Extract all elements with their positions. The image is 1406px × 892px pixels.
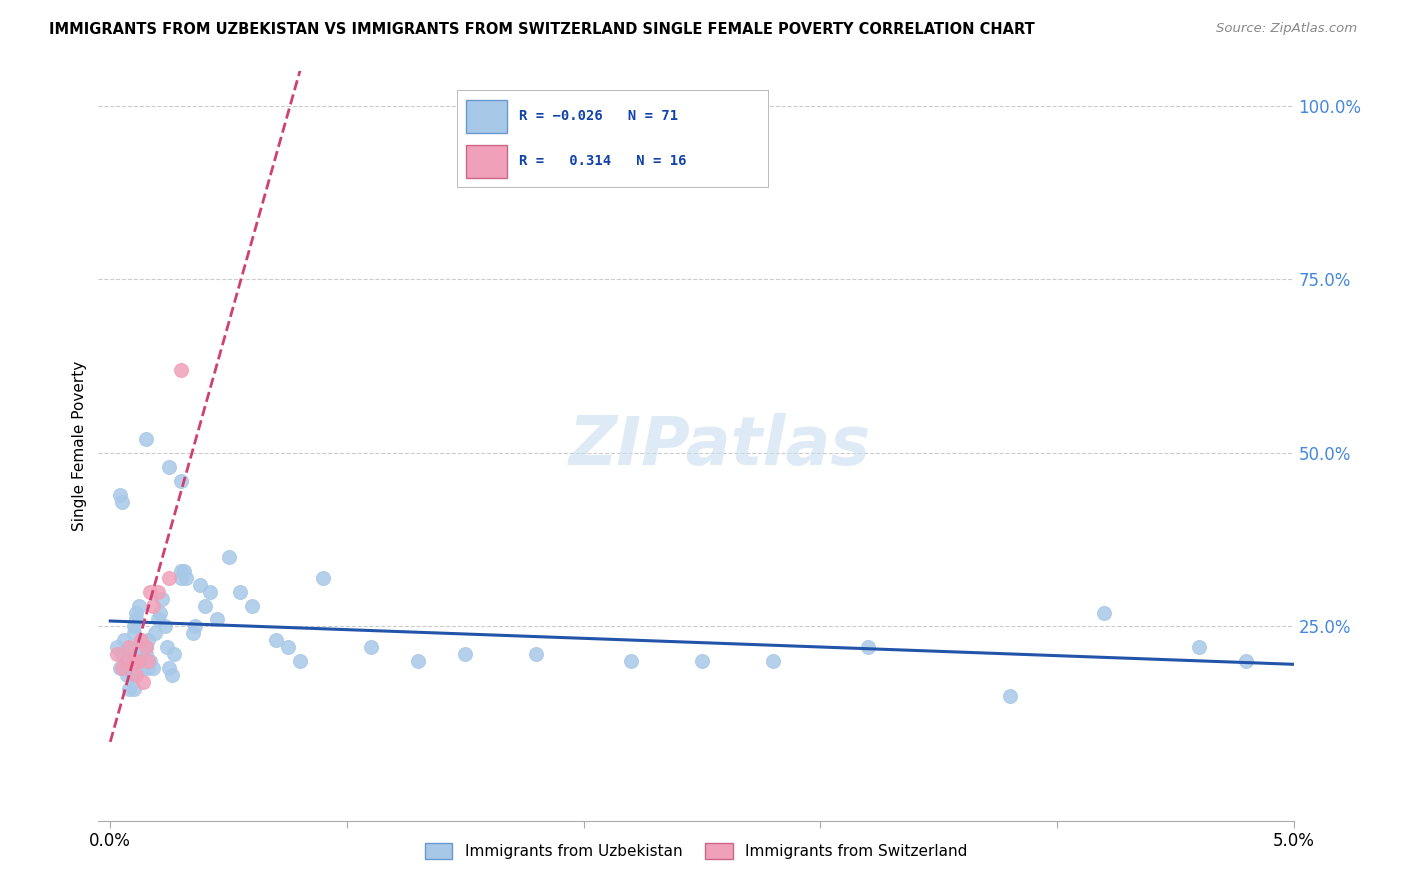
Point <box>136 661 159 675</box>
Point <box>149 606 172 620</box>
Point <box>146 584 169 599</box>
Point <box>129 633 152 648</box>
Point <box>143 626 166 640</box>
Point <box>111 661 134 675</box>
Point <box>174 571 197 585</box>
Point <box>142 661 165 675</box>
Point <box>229 584 252 599</box>
Point <box>690 654 713 668</box>
Point <box>111 647 134 661</box>
Point <box>118 640 141 655</box>
Point <box>122 619 145 633</box>
Point <box>264 633 287 648</box>
Point <box>1188 640 1211 655</box>
Point <box>198 584 221 599</box>
Point <box>118 640 141 655</box>
Point <box>194 599 217 613</box>
Point <box>135 654 157 668</box>
Point <box>115 654 138 668</box>
Point <box>312 571 335 585</box>
Point <box>129 654 152 668</box>
Point <box>114 633 136 648</box>
Y-axis label: Single Female Poverty: Single Female Poverty <box>72 361 87 531</box>
Point <box>188 578 211 592</box>
Point <box>121 668 143 682</box>
Point <box>136 633 159 648</box>
Point <box>277 640 299 655</box>
Point <box>111 494 134 508</box>
Point <box>125 612 148 626</box>
Point <box>150 591 173 606</box>
Point <box>135 647 157 661</box>
Point <box>115 668 138 682</box>
Point <box>125 668 148 682</box>
Point <box>170 571 193 585</box>
Point <box>136 654 159 668</box>
Point <box>146 612 169 626</box>
Point <box>173 564 195 578</box>
Point <box>1234 654 1257 668</box>
Point <box>122 626 145 640</box>
Point <box>142 599 165 613</box>
Point <box>762 654 785 668</box>
Text: IMMIGRANTS FROM UZBEKISTAN VS IMMIGRANTS FROM SWITZERLAND SINGLE FEMALE POVERTY : IMMIGRANTS FROM UZBEKISTAN VS IMMIGRANTS… <box>49 22 1035 37</box>
Point <box>115 654 138 668</box>
Point <box>129 633 152 648</box>
Point <box>170 362 193 376</box>
Point <box>181 626 204 640</box>
Point <box>170 564 193 578</box>
Point <box>620 654 643 668</box>
Point <box>170 474 193 488</box>
Point <box>139 584 162 599</box>
Point <box>105 640 128 655</box>
Point <box>128 640 150 655</box>
Point <box>856 640 879 655</box>
Point <box>135 432 157 446</box>
Point <box>114 661 136 675</box>
Point <box>163 647 186 661</box>
Point <box>122 681 145 696</box>
Point <box>153 619 176 633</box>
Point <box>122 654 145 668</box>
Point <box>105 647 128 661</box>
Point <box>998 689 1021 703</box>
Point <box>184 619 207 633</box>
Point <box>240 599 263 613</box>
Point <box>135 640 157 655</box>
Point <box>360 640 382 655</box>
Point <box>108 661 131 675</box>
Point <box>160 668 183 682</box>
Legend: Immigrants from Uzbekistan, Immigrants from Switzerland: Immigrants from Uzbekistan, Immigrants f… <box>419 838 973 865</box>
Point <box>406 654 429 668</box>
Point <box>128 599 150 613</box>
Point <box>135 640 157 655</box>
Point <box>454 647 477 661</box>
Point <box>157 459 180 474</box>
Point <box>132 654 155 668</box>
Point <box>218 549 240 564</box>
Point <box>125 606 148 620</box>
Point <box>139 654 162 668</box>
Point <box>157 661 180 675</box>
Point <box>524 647 547 661</box>
Point <box>132 674 155 689</box>
Text: ZIPatlas: ZIPatlas <box>569 413 870 479</box>
Point <box>288 654 311 668</box>
Point <box>108 487 131 501</box>
Point <box>156 640 179 655</box>
Point <box>132 661 155 675</box>
Point <box>118 681 141 696</box>
Point <box>157 571 180 585</box>
Point <box>205 612 228 626</box>
Point <box>128 654 150 668</box>
Text: Source: ZipAtlas.com: Source: ZipAtlas.com <box>1216 22 1357 36</box>
Point <box>1092 606 1115 620</box>
